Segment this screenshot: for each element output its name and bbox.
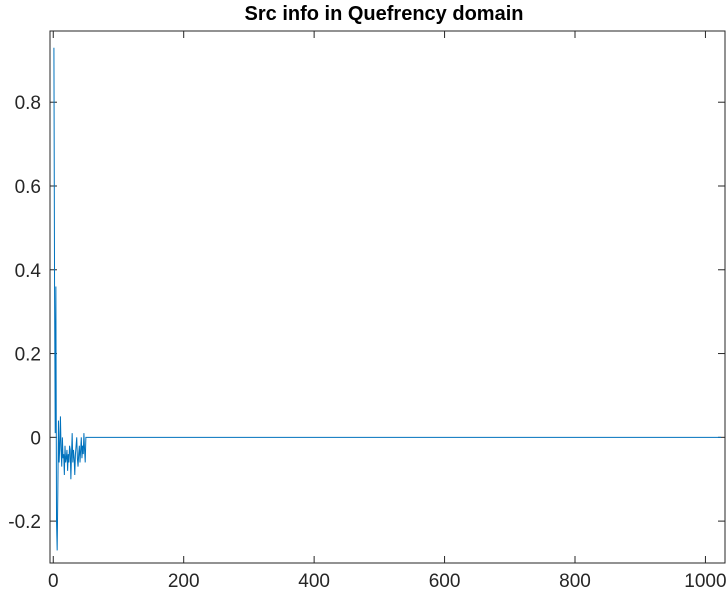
- y-tick-label: 0.8: [15, 93, 41, 114]
- x-tick-label: 400: [298, 571, 330, 592]
- y-tick-label: -0.2: [8, 512, 41, 533]
- series-line: [53, 47, 722, 551]
- y-tick-label: 0.2: [15, 345, 41, 366]
- y-tick-labels: -0.2 0 0.2 0.4 0.6 0.8: [8, 93, 41, 533]
- y-tick-label: 0.4: [15, 261, 42, 282]
- chart-title: Src info in Quefrency domain: [245, 3, 524, 25]
- axis-ticks: [50, 31, 725, 563]
- x-tick-label: 0: [48, 571, 59, 592]
- y-tick-label: 0: [30, 428, 41, 449]
- y-tick-label: 0.6: [15, 177, 41, 198]
- x-tick-labels: 0 200 400 600 800 1000: [48, 571, 726, 592]
- x-tick-label: 800: [559, 571, 591, 592]
- x-tick-label: 1000: [684, 571, 726, 592]
- plot-frame: [49, 30, 726, 564]
- x-tick-label: 600: [429, 571, 461, 592]
- x-tick-label: 200: [168, 571, 200, 592]
